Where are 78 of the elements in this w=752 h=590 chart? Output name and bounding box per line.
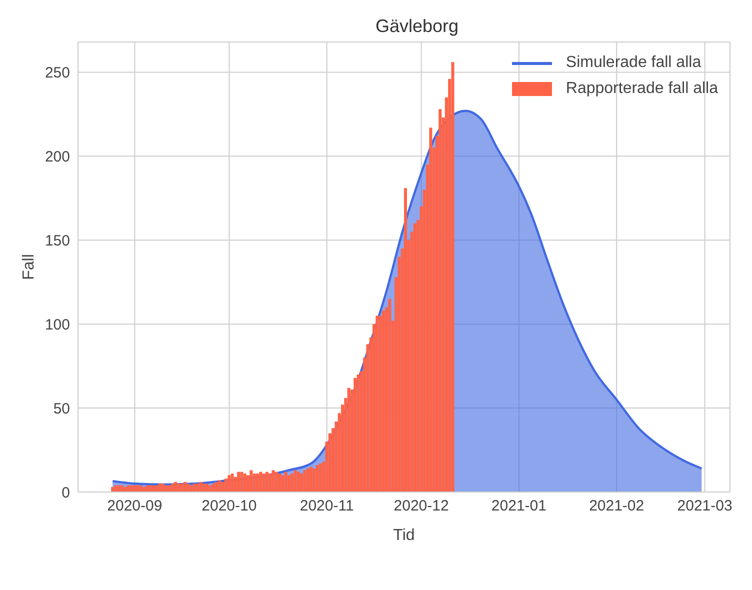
bar: [306, 468, 310, 492]
chart-title: Gävleborg: [374, 16, 460, 37]
bar: [268, 474, 272, 492]
bar: [451, 62, 454, 492]
bar: [438, 109, 442, 492]
x-tick-label: 2021-03: [677, 498, 732, 515]
bar: [294, 470, 297, 492]
bar: [142, 486, 146, 492]
bar: [124, 486, 127, 492]
bar: [388, 298, 392, 492]
bar: [284, 472, 288, 492]
bar: [196, 484, 200, 492]
bar: [312, 468, 316, 492]
bar: [221, 482, 224, 492]
y-tick-label: 150: [44, 232, 70, 250]
bar: [212, 484, 215, 492]
bar: [404, 188, 407, 492]
bar: [262, 474, 266, 492]
bar: [287, 475, 290, 492]
bar: [158, 484, 162, 492]
bar: [186, 484, 190, 492]
bar: [237, 472, 240, 492]
bar: [202, 484, 206, 492]
bar: [347, 388, 350, 492]
bar: [274, 472, 278, 492]
x-tick-label: 2020-12: [394, 498, 449, 515]
bar: [310, 466, 313, 492]
y-tick-label: 100: [44, 316, 70, 334]
bar: [218, 480, 222, 492]
bar: [184, 482, 187, 492]
bar: [429, 128, 432, 492]
bar: [256, 474, 259, 492]
bar: [252, 474, 256, 492]
x-tick-label: 2020-10: [202, 498, 257, 515]
bar: [224, 478, 228, 492]
bar: [170, 484, 174, 492]
bar: [356, 374, 360, 492]
x-tick-label: 2021-01: [491, 498, 546, 515]
bar: [228, 475, 231, 492]
x-tick-label: 2020-11: [300, 498, 354, 515]
legend-label: Simulerade fall alla: [566, 53, 702, 73]
bar: [174, 482, 178, 492]
bar: [376, 316, 379, 492]
y-tick-label: 0: [62, 484, 70, 502]
bar: [199, 482, 202, 492]
bar: [111, 486, 114, 492]
bar: [206, 484, 209, 492]
bar: [316, 465, 319, 492]
y-tick-label: 50: [53, 400, 70, 418]
bar: [303, 470, 306, 492]
bar: [192, 484, 196, 492]
x-tick-label: 2021-02: [589, 498, 644, 515]
bar: [240, 472, 244, 492]
bar: [161, 484, 164, 492]
bar: [250, 470, 253, 492]
y-tick-label: 200: [44, 148, 70, 166]
bar: [177, 484, 180, 492]
bar: [243, 474, 246, 492]
bar: [265, 472, 268, 492]
bar: [281, 475, 284, 492]
bar: [318, 463, 322, 492]
bar: [354, 378, 357, 492]
bar: [296, 472, 300, 492]
bar: [382, 310, 385, 492]
bar: [272, 470, 275, 492]
x-tick-label: 2020-09: [107, 498, 162, 515]
bar: [215, 482, 218, 492]
bar: [259, 472, 262, 492]
y-axis-title: Fall: [20, 254, 38, 280]
bar: [300, 474, 304, 492]
bar: [180, 484, 184, 492]
bar: [290, 474, 294, 492]
bar: [230, 474, 234, 492]
legend-label: Rapporterade fall alla: [566, 79, 718, 99]
bar: [278, 474, 282, 492]
bar: [413, 223, 416, 492]
x-axis-title: Tid: [393, 527, 415, 544]
y-tick-label: 250: [44, 64, 70, 82]
